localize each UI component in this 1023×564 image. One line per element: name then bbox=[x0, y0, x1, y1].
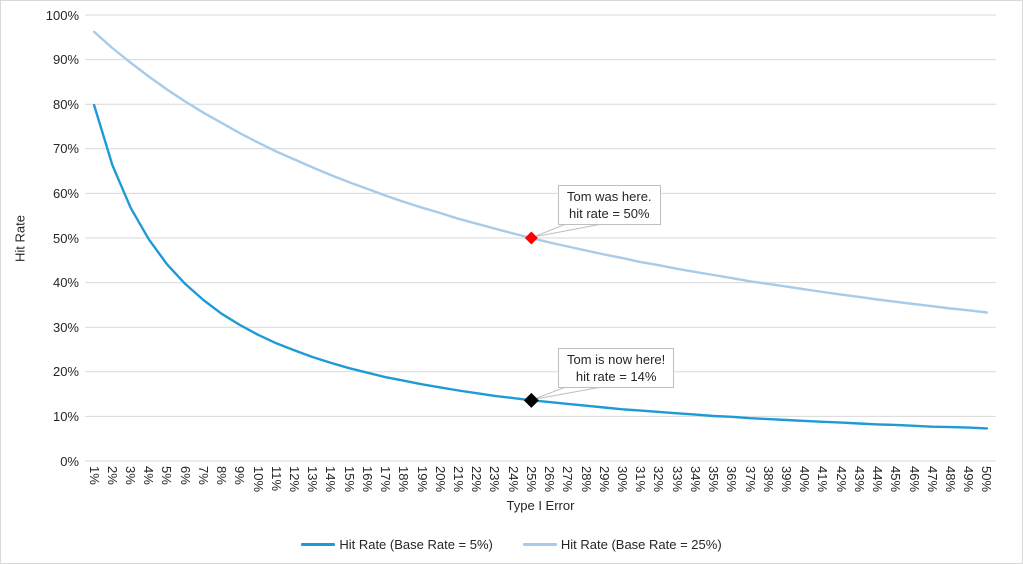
legend-line-swatch-dark-blue bbox=[301, 543, 336, 546]
legend-label: Hit Rate (Base Rate = 5%) bbox=[339, 537, 493, 552]
legend: Hit Rate (Base Rate = 5%) Hit Rate (Base… bbox=[1, 537, 1022, 552]
annotation-tom-is-now-here: Tom is now here! hit rate = 14% bbox=[558, 348, 675, 388]
legend-item-base-rate-25: Hit Rate (Base Rate = 25%) bbox=[522, 537, 722, 552]
y-axis-title: Hit Rate bbox=[12, 215, 28, 262]
annotation-text-line: hit rate = 14% bbox=[575, 369, 657, 384]
annotation-text-line: Tom is now here! bbox=[567, 352, 666, 367]
annotation-text-line: hit rate = 50% bbox=[568, 206, 650, 221]
x-axis-title: Type I Error bbox=[506, 498, 575, 513]
annotation-tom-was-here: Tom was here. hit rate = 50% bbox=[558, 185, 661, 225]
legend-label: Hit Rate (Base Rate = 25%) bbox=[560, 537, 722, 552]
legend-item-base-rate-5: Hit Rate (Base Rate = 5%) bbox=[301, 537, 493, 552]
annotation-text-line: Tom was here. bbox=[567, 189, 652, 204]
legend-line-swatch-light-blue bbox=[522, 543, 557, 546]
